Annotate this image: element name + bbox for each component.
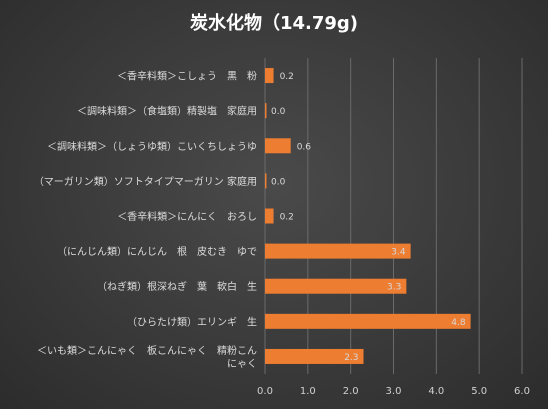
data-label: 0.0 [271,107,286,117]
bar [265,313,471,329]
category-label: ＜香辛料類＞にんにく おろし [117,210,257,223]
bar [265,138,291,154]
x-tick-label: 5.0 [471,386,487,397]
category-label: （ひらたけ類）エリンギ 生 [127,315,257,328]
x-tick-label: 2.0 [343,386,359,397]
category-label: （マーガリン類）ソフトタイプマーガリン 家庭用 [34,175,257,188]
data-label: 0.6 [297,142,312,152]
category-label: （ねぎ類）根深ねぎ 葉 軟白 生 [97,280,257,293]
bar [265,68,274,84]
bar [265,103,267,119]
bar [265,243,411,259]
data-label: 0.0 [271,177,286,187]
x-tick-label: 4.0 [428,386,444,397]
data-label: 3.3 [387,283,401,293]
x-tick-label: 6.0 [514,386,530,397]
x-tick-label: 1.0 [300,386,316,397]
category-label: ＜調味料類＞（食塩類）精製塩 家庭用 [77,105,257,118]
bar [265,348,364,364]
chart-title: 炭水化物（14.79g) [189,13,359,34]
category-label: （にんじん類）にんじん 根 皮むき ゆで [57,245,257,258]
data-label: 4.8 [451,318,466,328]
data-label: 0.2 [280,213,294,223]
category-label: ＜香辛料類＞こしょう 黒 粉 [117,70,257,83]
bar [265,208,274,224]
x-tick-label: 0.0 [257,386,273,397]
category-label: にゃく [227,358,257,370]
category-label: ＜いも類＞こんにゃく 板こんにゃく 精粉こん [37,344,257,357]
data-label: 2.3 [344,353,358,363]
category-label: ＜調味料類＞（しょうゆ類）こいくちしょうゆ [47,140,257,153]
x-tick-label: 3.0 [386,386,402,397]
bar [265,278,407,294]
bar [265,173,267,189]
data-label: 0.2 [280,72,294,82]
data-label: 3.4 [391,248,406,258]
